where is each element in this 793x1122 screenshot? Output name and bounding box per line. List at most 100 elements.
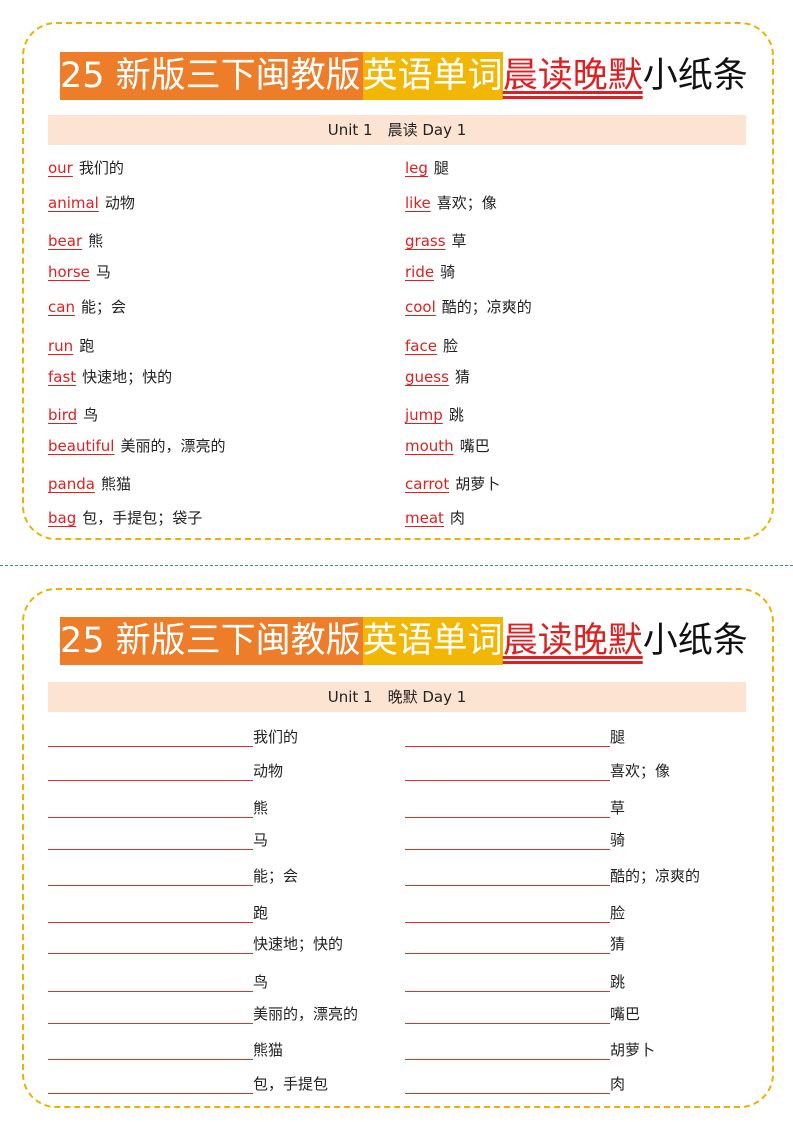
word: ride [405,263,435,281]
meaning: 马 [253,831,269,849]
word: bear [48,232,83,250]
blank-line [405,800,610,818]
entry: 跳 [405,972,625,992]
meaning: 草 [451,232,467,250]
meaning: 动物 [104,194,135,212]
entry: 草 [405,798,625,818]
blank-line [48,974,253,992]
meaning: 喜欢；像 [436,194,497,212]
meaning: 包，手提包 [253,1075,329,1093]
card-border [22,588,774,1108]
entry: 肉 [405,1074,625,1094]
entry: jump 跳 [405,405,464,425]
meaning: 骑 [440,263,456,281]
word: like [405,194,431,212]
meaning: 能；会 [253,867,299,885]
blank-line [405,974,610,992]
blank-line [48,763,253,781]
entry: bear 熊 [48,231,103,251]
entry: fast 快速地；快的 [48,367,172,387]
word: our [48,159,73,177]
meaning: 酷的；凉爽的 [610,867,701,885]
meaning: 胡萝卜 [610,1041,656,1059]
meaning: 脸 [442,337,458,355]
meaning: 熊 [88,232,104,250]
meaning: 快速地；快的 [253,935,344,953]
subheader: Unit 1 晨读 Day 1 [48,115,746,145]
meaning: 跑 [79,337,95,355]
title: 25 新版三下闽教版 英语单词 晨读晚默 小纸条 [60,617,748,665]
blank-line [48,832,253,850]
word: fast [48,368,77,386]
meaning: 马 [95,263,111,281]
meaning: 跳 [448,406,464,424]
entry: bag 包，手提包；袋子 [48,508,202,528]
separator [0,565,793,566]
word: horse [48,263,90,281]
meaning: 美丽的，漂亮的 [253,1005,359,1023]
blank-line [405,729,610,747]
meaning: 动物 [253,762,284,780]
entry: 美丽的，漂亮的 [48,1004,358,1024]
meaning: 猜 [454,368,470,386]
entry: 骑 [405,830,625,850]
entry: face 脸 [405,336,458,356]
entry: 熊 [48,798,268,818]
blank-line [48,868,253,886]
entry: 包，手提包 [48,1074,328,1094]
word: animal [48,194,99,212]
entry: 胡萝卜 [405,1040,655,1060]
meaning: 快速地；快的 [82,368,173,386]
entry: 喜欢；像 [405,761,670,781]
entry: meat 肉 [405,508,465,528]
entry: 腿 [405,727,625,747]
title-part: 小纸条 [642,56,748,96]
meaning: 包，手提包；袋子 [82,509,203,527]
entry: guess 猜 [405,367,470,387]
entry: cool 酷的；凉爽的 [405,297,532,317]
meaning: 美丽的，漂亮的 [120,437,226,455]
entry: 酷的；凉爽的 [405,866,700,886]
entry: 动物 [48,761,283,781]
meaning: 胡萝卜 [455,475,501,493]
entry: 跑 [48,903,268,923]
entry: beautiful 美丽的，漂亮的 [48,436,225,456]
entry: horse 马 [48,262,111,282]
entry: carrot 胡萝卜 [405,474,500,494]
meaning: 嘴巴 [610,1005,641,1023]
meaning: 喜欢；像 [610,762,671,780]
blank-line [405,832,610,850]
meaning: 跑 [253,904,269,922]
meaning: 熊猫 [253,1041,284,1059]
entry: 马 [48,830,268,850]
meaning: 嘴巴 [459,437,490,455]
meaning: 鸟 [83,406,99,424]
title-part: 小纸条 [642,621,748,661]
meaning: 熊猫 [100,475,131,493]
meaning: 草 [610,799,626,817]
word: jump [405,406,443,424]
blank-line [405,905,610,923]
meaning: 腿 [610,728,626,746]
meaning: 肉 [610,1075,626,1093]
meaning: 能；会 [80,298,126,316]
blank-line [405,1042,610,1060]
word: cool [405,298,436,316]
meaning: 鸟 [253,973,269,991]
blank-line [48,936,253,954]
blank-line [48,1076,253,1094]
meaning: 骑 [610,831,626,849]
word: panda [48,475,95,493]
blank-line [405,868,610,886]
blank-line [48,800,253,818]
meaning: 我们的 [253,728,299,746]
meaning: 脸 [610,904,626,922]
word: guess [405,368,449,386]
blank-line [48,1042,253,1060]
entry: mouth 嘴巴 [405,436,490,456]
word: face [405,337,437,355]
title-part: 晨读晚默 [502,621,643,661]
entry: 熊猫 [48,1040,283,1060]
entry: animal 动物 [48,193,135,213]
meaning: 肉 [449,509,465,527]
